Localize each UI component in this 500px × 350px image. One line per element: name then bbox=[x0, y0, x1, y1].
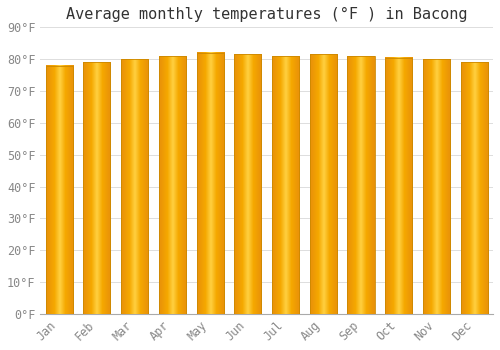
Bar bbox=[121, 59, 148, 314]
Bar bbox=[46, 65, 73, 314]
Bar bbox=[159, 56, 186, 314]
Bar bbox=[385, 57, 412, 314]
Bar bbox=[348, 56, 374, 314]
Bar bbox=[84, 62, 110, 314]
Bar bbox=[460, 62, 488, 314]
Bar bbox=[234, 54, 262, 314]
Bar bbox=[423, 59, 450, 314]
Title: Average monthly temperatures (°F ) in Bacong: Average monthly temperatures (°F ) in Ba… bbox=[66, 7, 468, 22]
Bar bbox=[272, 56, 299, 314]
Bar bbox=[196, 53, 224, 314]
Bar bbox=[310, 54, 337, 314]
